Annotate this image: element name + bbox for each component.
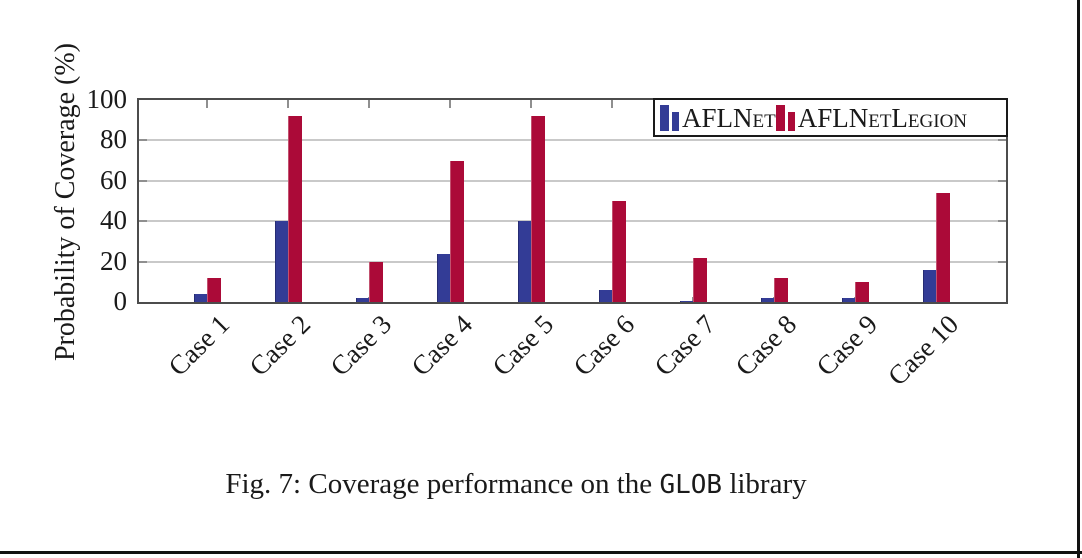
y-tick-label: 60 <box>100 164 127 195</box>
legend-item-aflnet: AFLNet <box>660 103 776 133</box>
bar-aflnet-case-6 <box>599 290 612 302</box>
caption-code: GLOB <box>659 470 723 500</box>
bar-aflnetlegion-case-1 <box>207 278 221 302</box>
bar-aflnetlegion-case-2 <box>288 116 302 302</box>
bar-aflnetlegion-case-8 <box>774 278 788 302</box>
y-tick-right <box>998 139 1006 142</box>
bar-aflnetlegion-case-7 <box>693 258 707 302</box>
y-tick-right <box>998 220 1006 223</box>
y-tick-left <box>139 220 147 223</box>
x-tick-top <box>611 100 613 108</box>
y-axis-label: Probability of Coverage (%) <box>50 42 81 362</box>
gridline <box>139 139 1006 142</box>
x-tick-top <box>368 100 370 108</box>
bar-aflnetlegion-case-3 <box>369 262 383 302</box>
bar-aflnetlegion-case-4 <box>450 161 464 302</box>
legend-marker-icon <box>775 104 795 131</box>
bar-aflnet-case-4 <box>437 254 450 302</box>
y-tick-left <box>139 179 147 182</box>
bar-aflnetlegion-case-6 <box>612 201 626 302</box>
bar-aflnetlegion-case-10 <box>936 193 950 302</box>
y-tick-left <box>139 139 147 142</box>
gridline <box>139 179 1006 182</box>
x-tick-top <box>206 100 208 108</box>
x-tick-top <box>287 100 289 108</box>
figure-caption: Fig. 7: Coverage performance on the GLOB… <box>0 466 1032 503</box>
bar-aflnetlegion-case-5 <box>531 116 545 302</box>
y-tick-right <box>998 179 1006 182</box>
y-tick-label: 40 <box>100 205 127 236</box>
bar-aflnet-case-1 <box>194 294 207 302</box>
y-tick-label: 0 <box>113 286 128 316</box>
y-tick-left <box>139 260 147 263</box>
gridline <box>139 220 1006 223</box>
y-tick-right <box>998 260 1006 263</box>
y-tick-label: 100 <box>86 84 128 114</box>
bar-aflnet-case-3 <box>356 298 369 302</box>
page-rule-right <box>1077 0 1080 558</box>
legend-item-aflnetlegion: AFLNetLegion <box>775 102 968 133</box>
legend-marker-bar <box>672 111 679 131</box>
caption-text-suffix: library <box>722 468 807 500</box>
legend-marker-bar <box>660 104 669 131</box>
x-tick-top <box>449 100 451 108</box>
gridline <box>139 260 1006 263</box>
legend-label: AFLNetLegion <box>797 102 968 133</box>
y-tick-label: 20 <box>100 245 127 276</box>
legend-label: AFLNet <box>682 102 776 133</box>
bar-aflnet-case-2 <box>275 221 288 302</box>
bar-aflnet-case-9 <box>842 298 855 302</box>
page-rule-bottom <box>0 551 1082 554</box>
bar-aflnetlegion-case-9 <box>855 282 869 302</box>
x-tick-top <box>530 100 532 108</box>
legend-marker-bar <box>787 111 795 131</box>
bar-aflnet-case-7 <box>680 301 693 302</box>
y-tick-label: 80 <box>100 124 127 155</box>
legend-marker-bar <box>775 104 785 131</box>
legend: AFLNet AFLNetLegion <box>653 98 1008 137</box>
bar-aflnet-case-10 <box>923 270 936 302</box>
bar-aflnet-case-8 <box>761 298 774 302</box>
bar-aflnet-case-5 <box>518 221 531 302</box>
legend-marker-icon <box>660 104 679 131</box>
caption-text-prefix: Fig. 7: Coverage performance on the <box>225 468 660 500</box>
